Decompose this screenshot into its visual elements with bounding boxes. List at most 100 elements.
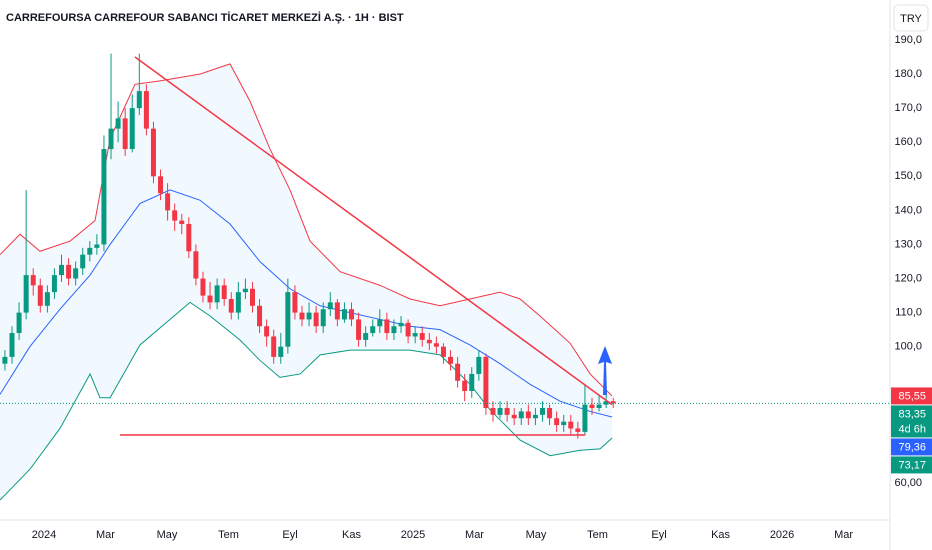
- candle-body: [568, 421, 574, 429]
- candle-body: [440, 346, 446, 357]
- candle-body: [462, 380, 468, 391]
- candle-body: [320, 309, 326, 327]
- price-label-box: [891, 456, 932, 474]
- candle-body: [398, 322, 404, 327]
- y-tick-label: 140,0: [894, 204, 922, 216]
- candle-body: [193, 251, 199, 279]
- candle-body: [525, 411, 531, 419]
- candle-body: [292, 292, 298, 313]
- candle-body: [16, 312, 22, 334]
- candle-body: [299, 312, 305, 320]
- candle-body: [172, 210, 178, 221]
- candle-body: [207, 295, 213, 303]
- y-tick-label: 130,0: [894, 238, 922, 250]
- candle-body: [66, 264, 72, 279]
- price-label: 73,17: [898, 459, 926, 471]
- candle-body: [313, 312, 319, 327]
- candle-body: [412, 333, 418, 337]
- candle-body: [285, 292, 291, 347]
- candle-body: [539, 408, 545, 415]
- price-label: 85,55: [898, 390, 926, 402]
- candle-body: [264, 326, 270, 337]
- candle-body: [363, 333, 369, 340]
- candle-body: [186, 224, 192, 252]
- candle-body: [80, 254, 86, 269]
- candle-body: [497, 408, 503, 415]
- candle-body: [101, 149, 107, 245]
- candle-body: [129, 108, 135, 150]
- candle-body: [200, 278, 206, 296]
- candle-body: [150, 128, 156, 177]
- candle-body: [158, 176, 164, 194]
- candle-body: [228, 298, 234, 313]
- candle-body: [136, 91, 142, 109]
- y-tick-label: 110,0: [895, 307, 922, 319]
- candle-body: [51, 275, 57, 293]
- candle-body: [426, 339, 432, 344]
- x-tick-label: 2024: [32, 529, 56, 541]
- candle-body: [504, 408, 510, 415]
- price-label: 79,36: [898, 441, 926, 453]
- candle-body: [221, 285, 227, 299]
- y-tick-label: 160,0: [894, 136, 922, 148]
- countdown: 4d 6h: [898, 423, 926, 435]
- candle-body: [242, 288, 248, 293]
- band-line: [0, 189, 613, 418]
- candle-body: [561, 421, 567, 426]
- candle-body: [554, 418, 560, 426]
- candle-body: [483, 356, 489, 409]
- candle-body: [278, 346, 284, 357]
- candle-body: [257, 305, 263, 327]
- price-label-box: [891, 387, 932, 405]
- candle-body: [37, 285, 43, 306]
- x-tick-label: Tem: [218, 529, 239, 541]
- x-tick-label: Eyl: [651, 529, 666, 541]
- x-tick-label: Eyl: [282, 529, 297, 541]
- x-tick-label: Mar: [96, 529, 115, 541]
- candle-body: [589, 404, 595, 409]
- candle-body: [518, 411, 524, 419]
- price-label: 83,35: [898, 408, 926, 420]
- candle-body: [115, 118, 121, 129]
- candle-body: [2, 356, 8, 364]
- x-tick-label: Kas: [711, 529, 730, 541]
- candle-body: [582, 404, 588, 432]
- y-tick-label: 180,0: [894, 68, 922, 80]
- candle-body: [405, 322, 411, 337]
- candle-body: [235, 292, 241, 313]
- chart-title: CARREFOURSA CARREFOUR SABANCI TİCARET ME…: [6, 11, 404, 24]
- x-tick-label: Kas: [342, 529, 361, 541]
- candle-body: [433, 343, 439, 347]
- candle-body: [327, 302, 333, 310]
- candle-body: [23, 275, 29, 313]
- candle-body: [469, 373, 475, 391]
- candle-body: [122, 118, 128, 150]
- candle-body: [356, 319, 362, 340]
- candle-body: [73, 268, 79, 279]
- plot-area: 2024 Mar May Tem Eyl Kas 2025 Mar May Tem Eyl Kas 20…: [0, 53, 853, 541]
- currency-button[interactable]: [893, 4, 929, 32]
- y-tick-label: 150,0: [894, 170, 922, 182]
- candle-body: [391, 326, 397, 334]
- candle-body: [271, 336, 277, 357]
- trend-line: [134, 56, 613, 406]
- candle-body: [59, 264, 65, 276]
- candle-body: [30, 275, 36, 286]
- x-tick-label: May: [157, 529, 178, 541]
- candle-body: [419, 333, 425, 340]
- currency-label[interactable]: TRY: [900, 13, 922, 25]
- candle-body: [143, 91, 149, 129]
- candle-body: [214, 285, 220, 303]
- x-tick-label: May: [526, 529, 547, 541]
- x-tick-label: Tem: [587, 529, 608, 541]
- candle-body: [9, 333, 15, 357]
- x-tick-label: 2025: [401, 529, 425, 541]
- candle-body: [384, 319, 390, 334]
- y-tick-label: 120,0: [894, 272, 922, 284]
- candle-body: [94, 244, 100, 248]
- band-line: [0, 63, 613, 397]
- x-tick-label: 2026: [770, 529, 794, 541]
